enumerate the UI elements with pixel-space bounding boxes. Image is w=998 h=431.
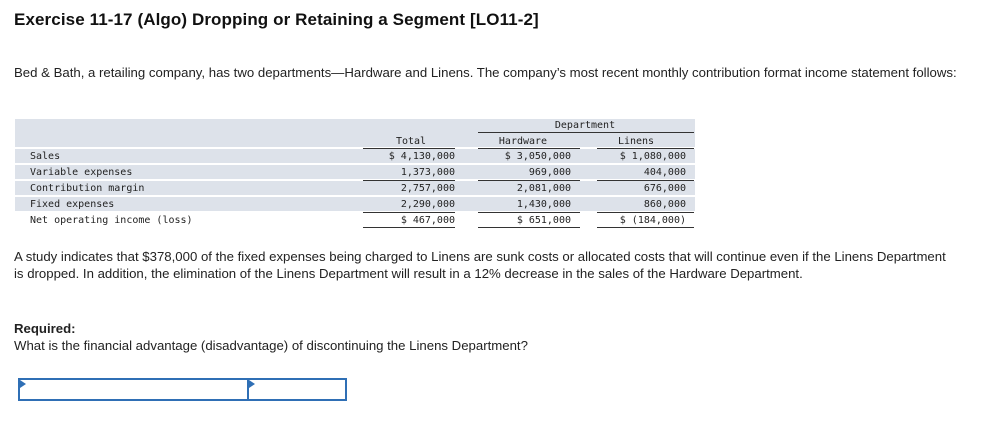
row-label-fixed-expenses: Fixed expenses	[30, 199, 115, 210]
header-underline	[597, 148, 694, 149]
subtotal-rule	[363, 180, 455, 181]
cell-hardware: $ 651,000	[516, 215, 571, 226]
total-rule	[597, 227, 694, 228]
cell-total: 2,757,000	[400, 183, 455, 194]
cell-hardware: 969,000	[528, 167, 571, 178]
col-header-total: Total	[395, 136, 427, 147]
answer-amount-input[interactable]	[249, 380, 345, 399]
row-label-variable-expenses: Variable expenses	[30, 167, 133, 178]
cell-linens: 404,000	[643, 167, 686, 178]
cell-linens: 860,000	[643, 199, 686, 210]
input-marker-icon	[249, 380, 255, 388]
total-rule	[478, 227, 580, 228]
income-statement-table: Department Total Hardware Linens Sales $…	[15, 119, 695, 229]
row-label-net-operating-income: Net operating income (loss)	[30, 215, 193, 226]
cell-total: 2,290,000	[400, 199, 455, 210]
cell-hardware: 1,430,000	[516, 199, 571, 210]
required-label: Required:	[14, 321, 76, 336]
cell-linens: 676,000	[643, 183, 686, 194]
cell-linens: $ (184,000)	[619, 215, 686, 226]
row-band	[15, 181, 695, 195]
cell-linens: $ 1,080,000	[619, 151, 686, 162]
department-rule	[478, 132, 694, 133]
total-rule	[363, 227, 455, 228]
subtotal-rule	[363, 212, 455, 213]
subtotal-rule	[597, 180, 694, 181]
subtotal-rule	[478, 212, 580, 213]
header-band	[15, 133, 695, 147]
cell-hardware: $ 3,050,000	[504, 151, 571, 162]
answer-label-input[interactable]	[20, 380, 247, 399]
study-paragraph: A study indicates that $378,000 of the f…	[14, 249, 946, 281]
answer-label-cell	[20, 380, 249, 399]
required-question: What is the financial advantage (disadva…	[14, 338, 528, 353]
header-band	[15, 119, 695, 133]
cell-total: $ 4,130,000	[388, 151, 455, 162]
intro-paragraph: Bed & Bath, a retailing company, has two…	[14, 65, 957, 80]
col-header-linens: Linens	[617, 136, 655, 147]
row-band	[15, 197, 695, 211]
header-underline	[478, 148, 580, 149]
subtotal-rule	[597, 212, 694, 213]
exercise-title: Exercise 11-17 (Algo) Dropping or Retain…	[14, 10, 539, 29]
row-label-sales: Sales	[30, 151, 61, 162]
cell-hardware: 2,081,000	[516, 183, 571, 194]
col-header-hardware: Hardware	[498, 136, 548, 147]
answer-amount-cell	[249, 380, 345, 399]
answer-row	[18, 378, 347, 401]
row-band	[15, 149, 695, 163]
cell-total: 1,373,000	[400, 167, 455, 178]
header-underline	[363, 148, 455, 149]
row-label-contribution-margin: Contribution margin	[30, 183, 145, 194]
department-header: Department	[554, 120, 616, 131]
input-marker-icon	[20, 380, 26, 388]
cell-total: $ 467,000	[400, 215, 455, 226]
row-band	[15, 165, 695, 179]
subtotal-rule	[478, 180, 580, 181]
